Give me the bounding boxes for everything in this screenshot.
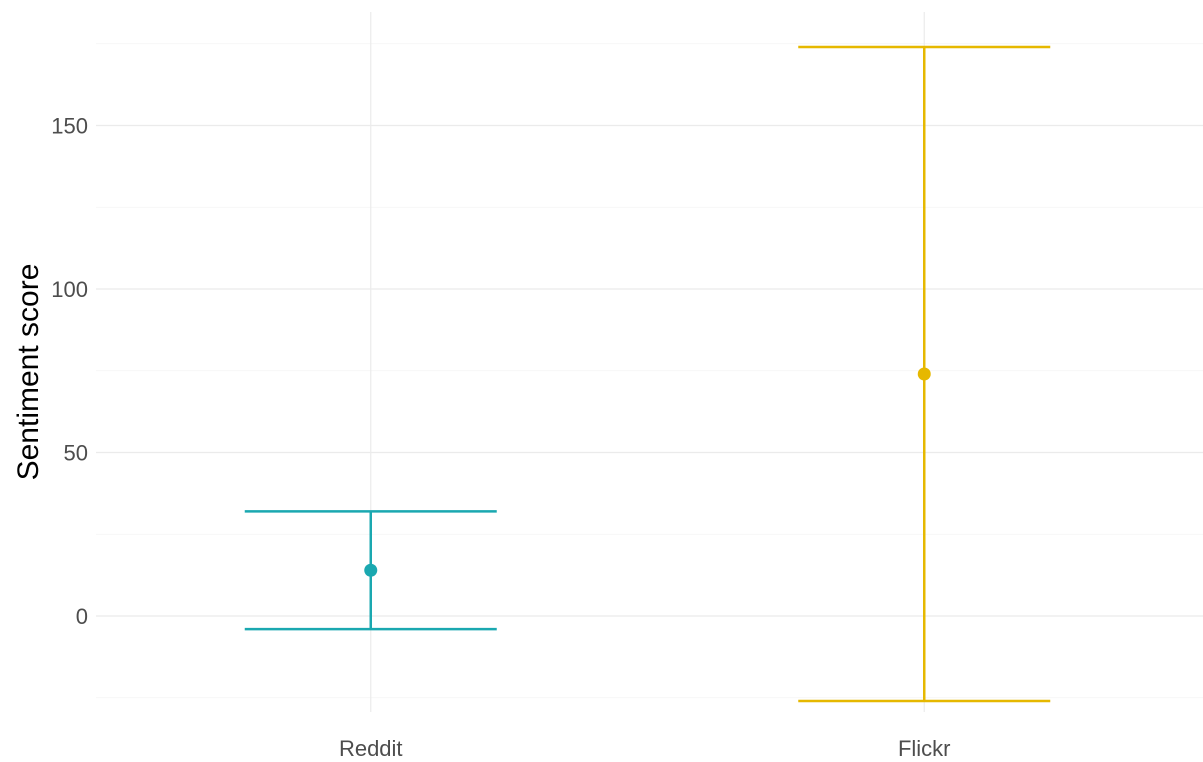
marks-layer	[244, 45, 1051, 703]
y-axis: 0 50 100 150	[51, 114, 88, 630]
y-tick-label: 150	[51, 114, 88, 139]
y-axis-title: Sentiment score	[12, 264, 45, 481]
y-tick-label: 0	[76, 604, 88, 629]
errorbar-flickr	[798, 45, 1051, 703]
mean-point	[364, 563, 378, 577]
x-tick-label: Reddit	[339, 736, 403, 761]
x-tick-label: Flickr	[898, 736, 951, 761]
errorbar-reddit	[244, 510, 497, 631]
y-tick-label: 50	[64, 441, 88, 466]
y-tick-label: 100	[51, 277, 88, 302]
grid-layer	[96, 12, 1203, 712]
mean-point	[917, 367, 931, 381]
x-axis: Reddit Flickr	[339, 736, 951, 761]
